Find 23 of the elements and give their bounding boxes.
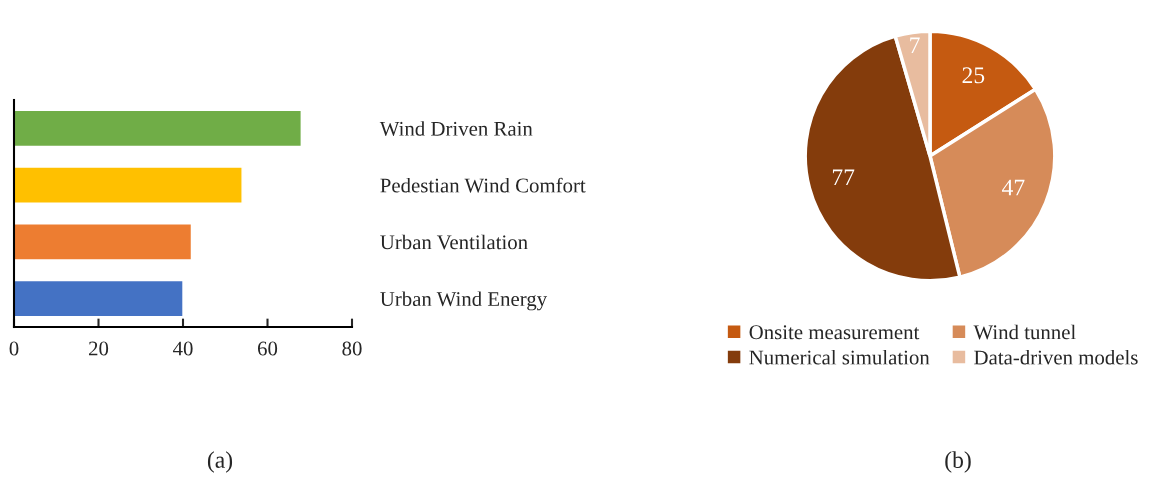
x-tick-label: 40 [172,341,193,356]
x-tick-label: 0 [9,341,19,356]
x-tick-label: 80 [342,341,362,356]
y-tick-label: Urban Ventilation [380,234,528,250]
x-tick-label: 60 [257,341,278,356]
legend-label: Onsite measurement [749,325,920,340]
bar [14,109,302,148]
legend-label: Numerical simulation [749,349,930,365]
text: (a) [207,451,233,473]
y-tick-label: Pedestian Wind Comfort [380,177,586,193]
legend-label: Data-driven models [974,349,1138,365]
data-label: 47 [1002,179,1025,196]
bar [14,223,193,261]
data-label: 77 [832,169,855,185]
data-label: 25 [962,67,985,84]
bar [14,279,184,318]
text: (b) [945,451,971,473]
legend-label: Wind tunnel [973,324,1076,340]
x-tick-label: 20 [89,341,109,356]
y-tick-label: Wind Driven Rain [379,121,533,136]
bar [14,166,243,204]
data-label: 7 [910,37,920,53]
y-tick-label: Urban Wind Energy [380,291,548,311]
